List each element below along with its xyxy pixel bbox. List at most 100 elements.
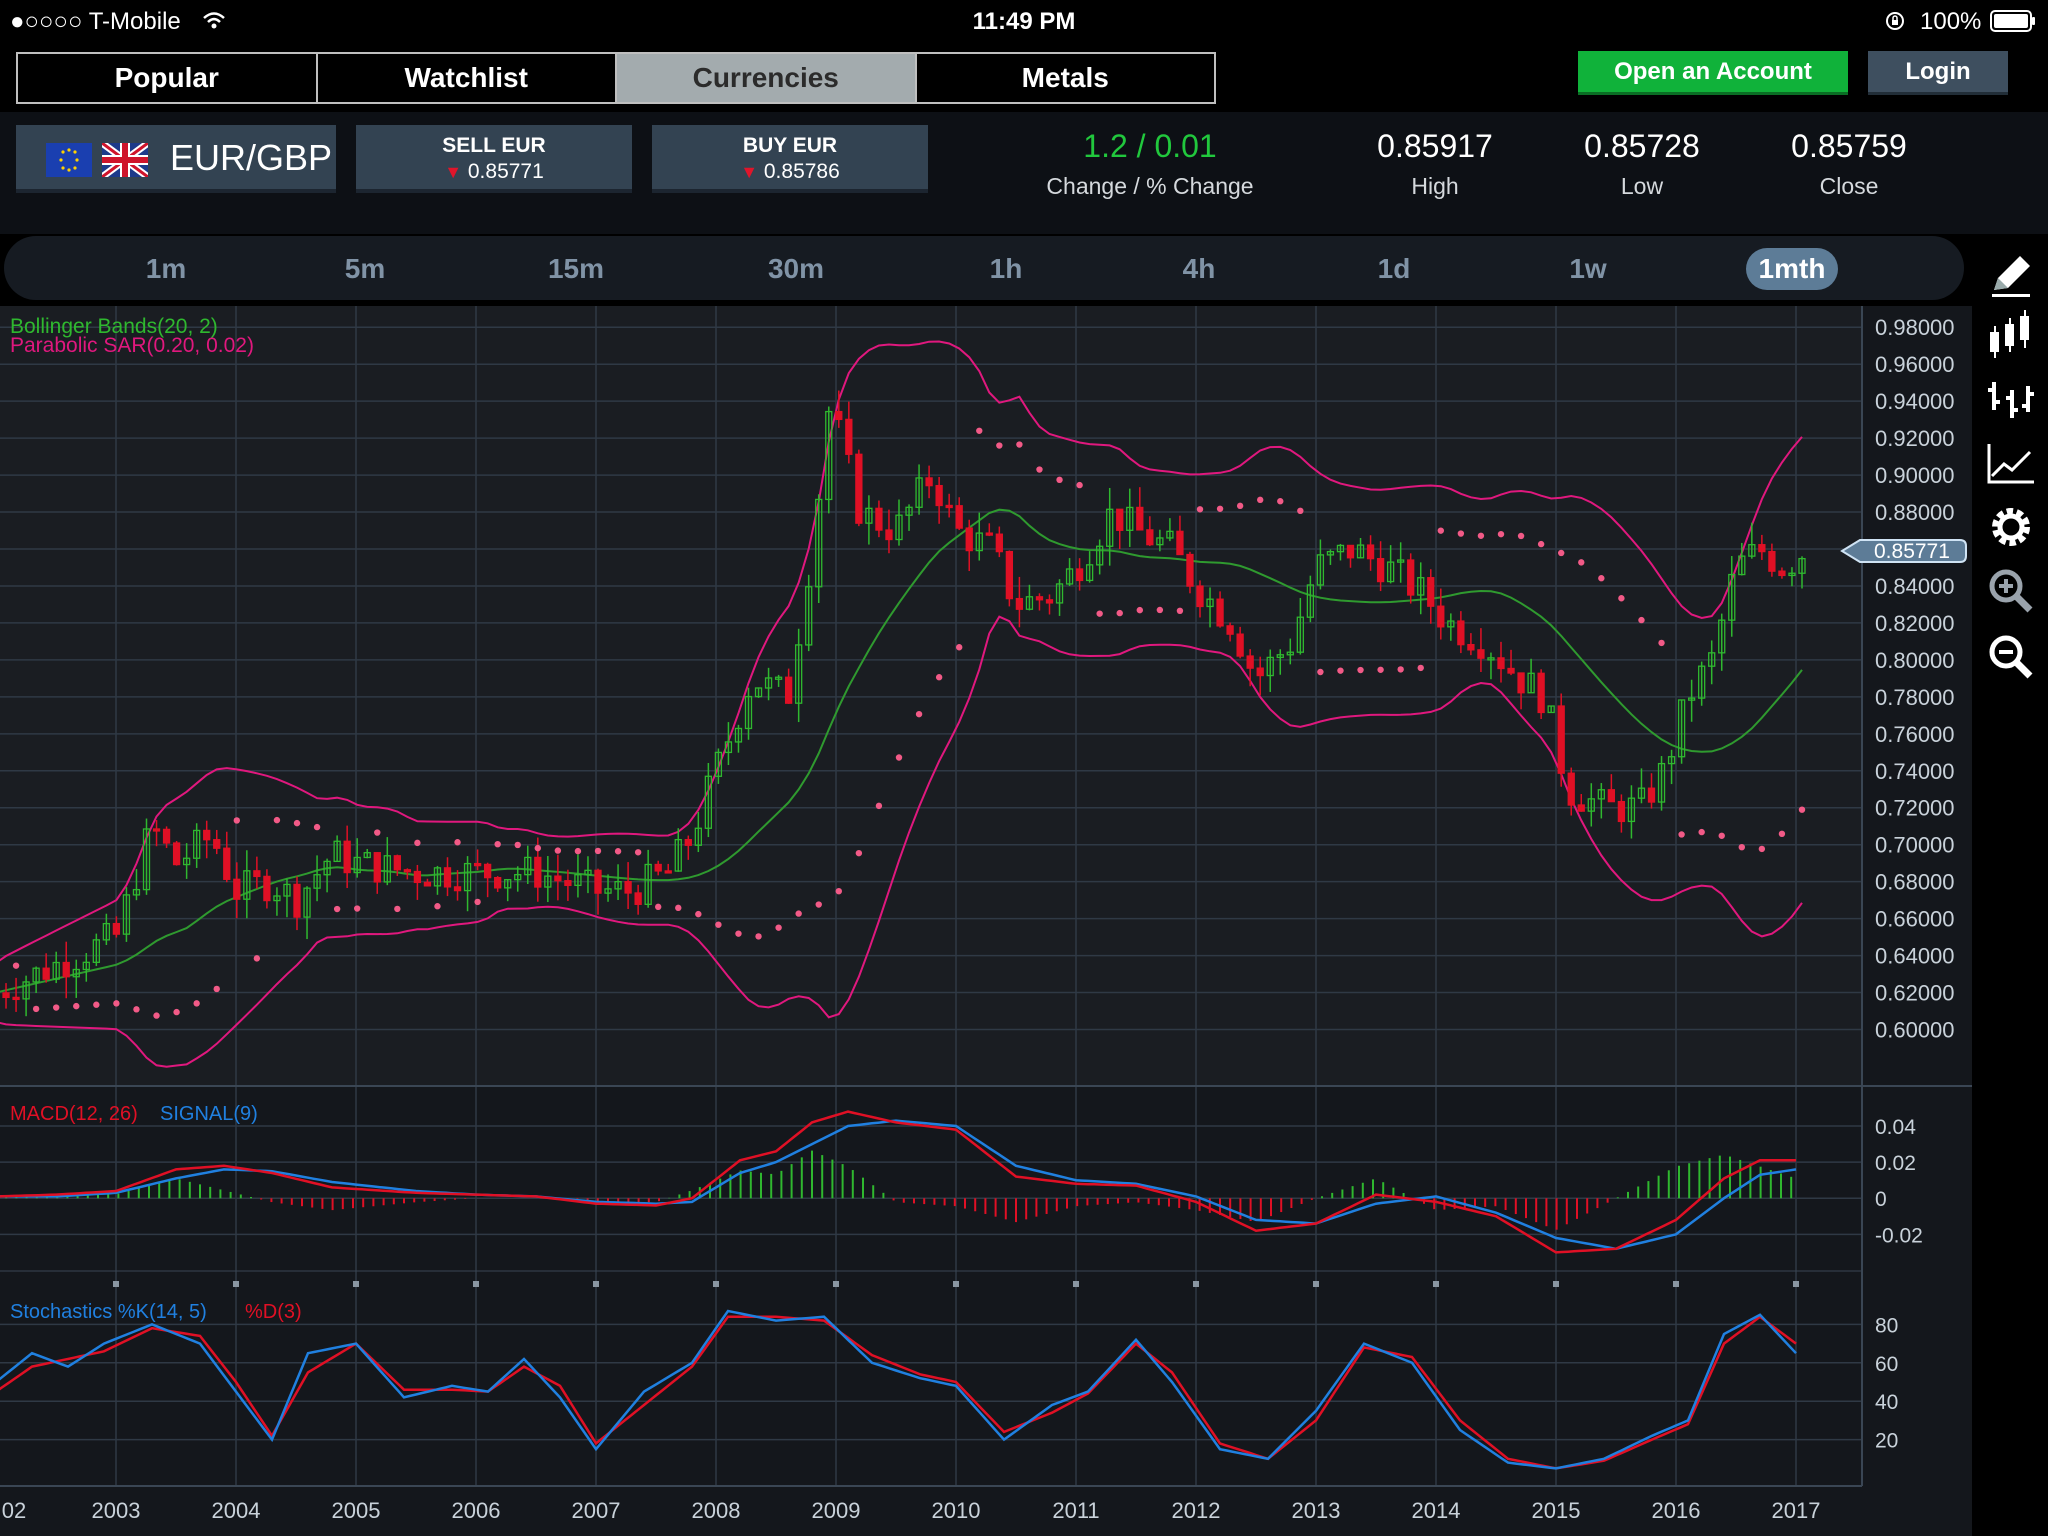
candle-body [795,644,803,704]
candle-body [1005,550,1014,600]
ohlc-bars-icon[interactable] [1986,376,2036,426]
timeframe-15m[interactable]: 15m [547,253,605,284]
candle-body [152,828,161,832]
gear-icon[interactable] [1986,502,2036,552]
time-axis-label: 2012 [1172,1498,1221,1523]
candlestick-icon[interactable] [1986,310,2036,360]
zoom-out-icon[interactable] [1986,632,2036,682]
sar-dot [855,849,863,857]
candle-body [1577,804,1585,812]
sell-button[interactable]: SELL EUR ▼ 0.85771 [356,125,632,193]
candle-body [1336,544,1345,553]
stochastic-d-label: %D(3) [245,1301,302,1323]
candle-body [1266,656,1274,677]
sar-dot [1096,610,1103,617]
candle-body [62,961,70,978]
price-axis-label: 0.64000 [1875,944,1955,969]
timeframe-1d[interactable]: 1d [1377,253,1411,284]
sar-dot [1297,507,1304,515]
sar-dot [1457,530,1465,537]
carrier-label: ●○○○○ T-Mobile [10,8,181,35]
candle-body [875,507,883,531]
candle-body [1276,654,1284,659]
candle-body [403,869,412,873]
candle-body [494,876,502,889]
sar-dot [695,910,702,918]
candle-body [233,878,241,900]
period-marker [713,1281,719,1287]
sar-dot [1678,831,1685,838]
sar-dot [1698,828,1705,836]
line-chart-icon[interactable] [1986,438,2036,488]
candle-body [162,828,171,844]
timeframe-4h[interactable]: 4h [1182,253,1216,284]
candle-body [182,857,191,866]
sar-dot [474,898,481,906]
candle-body [1196,585,1204,608]
bollinger-upper-band [0,340,1803,962]
price-chart[interactable]: 0.98000 0.96000 0.94000 0.92000 0.90000 0.880… [0,306,1972,1536]
tab-currencies[interactable]: Currencies [617,54,917,102]
open-account-button[interactable]: Open an Account [1578,51,1848,95]
candle-body [1126,506,1134,531]
candle-body [1708,652,1716,667]
timeframe-5m[interactable]: 5m [344,253,386,284]
candle-body [1286,651,1294,656]
price-axis-label: 0.82000 [1875,611,1955,636]
candle-body [1306,584,1315,618]
price-axis-label: 0.72000 [1875,796,1955,821]
candle-body [1376,558,1385,583]
candle-body [925,477,933,487]
timeframe-1w[interactable]: 1w [1569,253,1607,284]
candle-body [1146,529,1154,546]
tab-metals[interactable]: Metals [916,54,1214,102]
tab-popular[interactable]: Popular [18,54,318,102]
candle-body [674,838,682,872]
candle-body [1065,568,1074,585]
sar-dot [434,903,441,910]
candle-body [524,856,532,876]
timeframe-30m[interactable]: 30m [767,253,825,284]
sar-dot [1738,843,1746,851]
candle-body [1316,554,1325,586]
candle-body [1497,657,1505,670]
sar-dot [735,930,742,937]
time-axis-label: 2003 [92,1498,141,1523]
period-marker [1073,1281,1079,1287]
candle-body [1457,620,1465,646]
pencil-icon[interactable] [1986,250,2036,300]
candle-body [504,879,512,889]
candle-body [1537,672,1545,714]
high-stat: 0.85917 High [1330,128,1540,200]
sar-dot [895,754,903,761]
candle-body [1176,530,1184,556]
tab-watchlist[interactable]: Watchlist [317,54,617,102]
candle-body [1637,787,1646,799]
period-marker [1433,1281,1439,1287]
zoom-in-icon[interactable] [1986,566,2036,616]
instrument-selector[interactable]: EUR/GBP [16,125,336,193]
low-stat: 0.85728 Low [1537,128,1747,200]
time-axis-label: 2007 [572,1498,621,1523]
candle-body [303,887,311,918]
candle-body [82,961,90,971]
sar-dot [1477,532,1485,539]
candle-body [283,883,291,897]
buy-button[interactable]: BUY EUR ▼ 0.85786 [652,125,928,193]
macd-axis-label: 0 [1875,1188,1887,1211]
timeframe-1mth[interactable]: 1mth [1746,248,1838,290]
signal-line [0,1119,1797,1251]
chart-area[interactable]: 0.98000 0.96000 0.94000 0.92000 0.90000 0.880… [0,306,1972,1536]
login-button[interactable]: Login [1868,51,2008,95]
candle-body [955,505,963,529]
candle-body [915,477,923,508]
sar-dot [1317,668,1324,676]
time-axis-label: 2006 [452,1498,501,1523]
bollinger-label: Bollinger Bands(20, 2) [10,315,218,338]
sar-dot [554,847,562,854]
candle-body [1075,568,1084,582]
timeframe-1h[interactable]: 1h [989,253,1023,284]
candle-body [1116,508,1124,531]
timeframe-1m[interactable]: 1m [145,253,187,284]
candle-body [1407,559,1415,596]
